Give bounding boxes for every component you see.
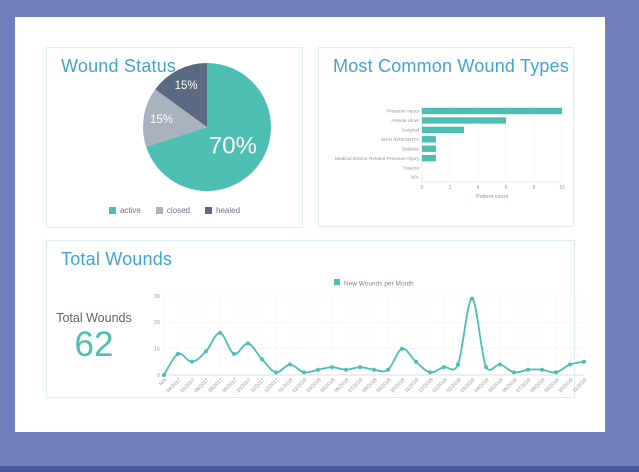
total-wounds-stat: Total Wounds 62 <box>51 311 137 365</box>
line-point <box>568 362 572 367</box>
pie-slice-label: 70% <box>209 132 257 159</box>
line-y-tick: 0 <box>157 373 160 379</box>
legend-swatch-icon <box>205 207 212 214</box>
bar <box>422 126 464 134</box>
wound-status-title: Wound Status <box>61 56 177 76</box>
line-point <box>386 367 390 372</box>
bar-x-tick: 8 <box>533 185 536 191</box>
line-point <box>162 373 166 377</box>
pie-slice-label: 15% <box>150 114 173 126</box>
line-point <box>260 357 264 362</box>
line-x-tick: 10/2017 <box>235 377 252 394</box>
line-point <box>302 370 306 375</box>
line-point <box>526 367 530 372</box>
wound-status-legend: active closed healed <box>47 206 302 215</box>
wound-status-card: Wound Status 70% 15% 15% active closed heale… <box>46 47 303 228</box>
bar <box>422 136 436 143</box>
legend-swatch-icon <box>334 279 340 285</box>
line-point <box>232 351 236 356</box>
line-point <box>358 365 362 370</box>
line-point <box>414 359 418 364</box>
line-legend-item[interactable]: New Wounds per Month <box>334 279 414 288</box>
line-x-tick: 11/2019 <box>572 377 589 394</box>
bar <box>422 145 436 152</box>
bar-x-tick: 4 <box>477 185 480 191</box>
legend-item-healed[interactable]: healed <box>205 206 240 215</box>
pie-slice-healed <box>155 63 207 127</box>
line-point <box>456 362 460 367</box>
legend-label: active <box>119 206 141 215</box>
legend-swatch-icon <box>108 207 116 214</box>
wound-types-title: Most Common Wound Types <box>333 56 570 76</box>
window-bottom-bar <box>0 466 639 472</box>
bar-category-label: Diabetic <box>402 146 420 152</box>
line-point <box>344 367 348 372</box>
bar-category-label: Trauma <box>403 165 420 171</box>
bar-x-tick: 0 <box>421 185 424 191</box>
legend-label: healed <box>216 206 241 215</box>
bar <box>422 107 562 115</box>
line-point <box>484 365 488 370</box>
line-point <box>554 370 558 375</box>
line-point <box>288 362 292 367</box>
pie-slice-closed <box>142 89 207 147</box>
line-x-tick: 10/2018 <box>389 377 406 394</box>
bar-x-tick: 6 <box>505 185 508 191</box>
line-point <box>470 296 474 301</box>
line-point <box>582 359 586 364</box>
wound-types-card: Most Common Wound Types 0 2 4 6 8 10 Pressure … <box>318 47 574 227</box>
total-wounds-title: Total Wounds <box>61 249 173 269</box>
line-x-tick: 10/2019 <box>557 377 574 394</box>
line-legend-label: New Wounds per Month <box>344 281 414 288</box>
total-wounds-stat-label: Total Wounds <box>56 311 132 325</box>
bar <box>422 117 506 124</box>
bar-x-axis-label: Patient count <box>476 194 509 200</box>
line-point <box>330 365 334 370</box>
line-point <box>540 367 544 372</box>
bar-category-label: SKIN INTEGRITY <box>381 137 420 143</box>
line-point <box>218 330 222 335</box>
legend-swatch-icon <box>155 207 163 214</box>
bar-x-tick: 10 <box>559 185 565 191</box>
dashboard-page: Wound Status 70% 15% 15% active closed heale… <box>15 17 605 432</box>
line-x-tick: N/A <box>158 377 169 388</box>
line-point <box>204 349 208 354</box>
bar-category-label: N/A <box>411 175 420 181</box>
bar <box>422 154 436 162</box>
line-point <box>512 370 516 375</box>
bar-x-tick: 2 <box>449 185 452 191</box>
bar-category-label: Medical Device Related Pressure Injury <box>335 156 420 162</box>
new-wounds-line-chart: 0102030N/A04/201705/201706/201708/201709… <box>154 279 589 394</box>
pie-slice-active <box>146 63 271 191</box>
line-point <box>372 367 376 372</box>
bar-category-label: Arterial Ulcer <box>391 118 419 124</box>
total-wounds-stat-value: 62 <box>74 325 114 364</box>
line-point <box>316 367 320 372</box>
line-point <box>428 370 432 375</box>
bar-category-label: Pressure Injury <box>387 109 420 115</box>
bar-category-label: Surgical <box>402 128 419 134</box>
line-y-tick: 30 <box>154 294 160 300</box>
line-y-tick: 20 <box>154 320 160 326</box>
line-point <box>176 351 180 356</box>
legend-item-active[interactable]: active <box>108 206 141 215</box>
wound-types-bar-chart: 0 2 4 6 8 10 Pressure Injury Arterial Ulcer Surg… <box>335 106 565 200</box>
line-point <box>190 359 194 364</box>
total-wounds-card: Total Wounds Total Wounds 62 0 10 20 30 N/A 0… <box>46 240 589 398</box>
line-point <box>442 365 446 370</box>
legend-label: closed <box>166 206 190 215</box>
line-point <box>400 346 404 351</box>
line-point <box>246 341 250 346</box>
line-point <box>498 362 502 367</box>
pie-slice-label: 15% <box>175 80 198 92</box>
legend-item-closed[interactable]: closed <box>155 206 190 215</box>
line-point <box>274 370 278 375</box>
wound-status-pie-chart: 70% 15% 15% <box>142 63 271 191</box>
line-y-tick: 10 <box>154 346 160 352</box>
